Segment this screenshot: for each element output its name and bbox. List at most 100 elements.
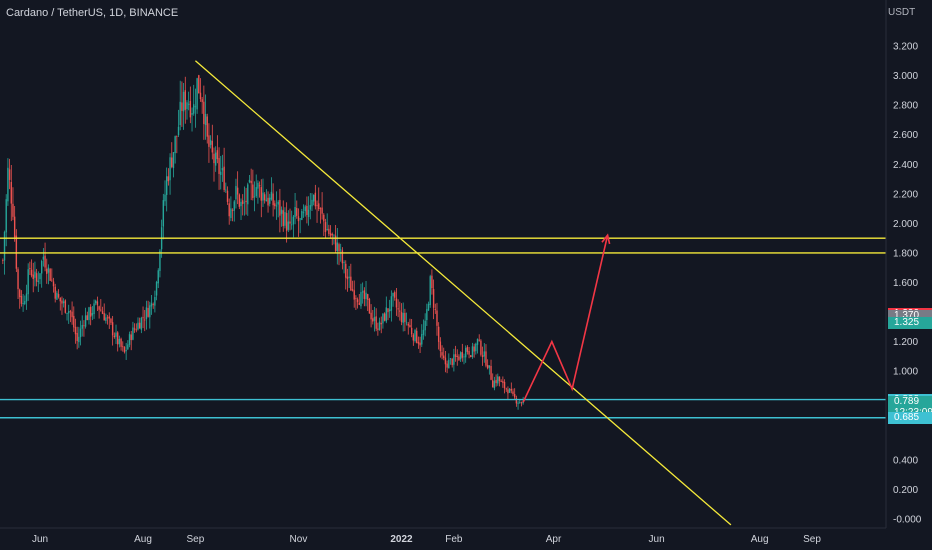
candle-body	[71, 311, 73, 318]
drawings-group	[194, 60, 732, 526]
candle-body	[98, 306, 100, 310]
candle-body	[127, 344, 129, 350]
y-tick-label: 0.400	[893, 455, 918, 466]
candle-body	[443, 355, 445, 359]
candle-body	[291, 224, 293, 226]
candle-body	[363, 290, 366, 299]
candle-body	[385, 307, 388, 322]
candle-body	[110, 318, 112, 323]
y-tick-label: 3.200	[893, 42, 918, 53]
candle-body	[165, 176, 168, 195]
candle-body	[466, 346, 469, 352]
candle-body	[105, 317, 107, 321]
y-tick-label: 1.000	[893, 367, 918, 378]
candle-body	[312, 194, 315, 202]
candle-body	[150, 303, 153, 307]
candle-body	[360, 292, 362, 307]
candle-body	[199, 92, 202, 100]
candle-body	[419, 342, 421, 346]
candle-body	[448, 359, 450, 369]
candle-body	[378, 321, 381, 330]
currency-label[interactable]: USDT	[888, 7, 916, 18]
candle-body	[233, 201, 235, 211]
candle-body	[100, 309, 102, 311]
candle-body	[176, 135, 178, 137]
y-tick-label: 1.600	[893, 278, 918, 289]
candle-body	[471, 346, 474, 357]
candle-body	[476, 338, 479, 345]
candle-body	[299, 218, 301, 220]
candle-body	[486, 365, 489, 369]
candle-body	[279, 199, 281, 216]
x-tick-label: Jun	[32, 534, 48, 545]
candle-body	[463, 356, 465, 358]
candle-body	[400, 312, 403, 323]
candle-body	[78, 336, 80, 343]
y-tick-label: 2.000	[893, 219, 918, 230]
candle-body	[314, 192, 317, 207]
price-axis[interactable]: 3.200 3.000 2.800 2.600 2.400 2.200 2.000 1.800…	[893, 42, 922, 526]
candle-body	[19, 289, 21, 298]
candle-body	[208, 135, 210, 147]
candle-body	[30, 269, 33, 276]
candle-body	[370, 312, 372, 320]
candle-body	[519, 401, 521, 403]
candle-body	[426, 309, 428, 321]
projection-path[interactable]	[522, 235, 609, 403]
candle-body	[40, 261, 43, 274]
time-axis[interactable]: Jun Aug Sep Nov 2022 Feb Apr Jun Aug Sep	[32, 534, 821, 545]
y-tick-label: 1.200	[893, 337, 918, 348]
candle-body	[113, 335, 116, 338]
candle-body	[52, 281, 55, 287]
x-tick-label: Jun	[649, 534, 665, 545]
candle-body	[120, 338, 122, 347]
candle-body	[184, 90, 186, 110]
candle-body	[35, 273, 38, 282]
candle-body	[231, 209, 234, 211]
candle-body	[498, 376, 501, 382]
candle-body	[111, 322, 114, 336]
candle-body	[326, 229, 328, 231]
candle-body	[162, 200, 165, 227]
candle-body	[449, 358, 452, 360]
candle-body	[54, 286, 56, 299]
candle-body	[294, 206, 296, 218]
candle-body	[81, 324, 83, 329]
candle-body	[206, 116, 208, 137]
candle-body	[171, 157, 173, 167]
candle-body	[301, 211, 303, 220]
candle-body	[328, 228, 330, 234]
candle-body	[76, 333, 78, 342]
candle-body	[480, 340, 482, 355]
candle-body	[493, 380, 496, 389]
candle-body	[296, 208, 298, 216]
candle-body	[503, 382, 506, 389]
candle-body	[56, 292, 58, 300]
candle-body	[412, 334, 415, 341]
candle-body	[358, 302, 360, 305]
candle-body	[46, 268, 48, 274]
x-tick-label: Aug	[134, 534, 152, 545]
candle-body	[74, 326, 77, 335]
candle-body	[274, 203, 276, 207]
candle-body	[213, 153, 215, 164]
candle-body	[351, 289, 354, 291]
candle-body	[248, 179, 251, 183]
trendline[interactable]	[194, 60, 732, 526]
candle-body	[287, 221, 290, 230]
candle-body	[422, 329, 425, 335]
price-label: 1.325	[888, 317, 932, 330]
y-tick-label: 1.800	[893, 248, 918, 259]
candle-body	[196, 78, 198, 110]
candle-body	[302, 212, 305, 214]
candle-body	[57, 294, 60, 298]
candle-body	[485, 351, 487, 366]
candle-body	[515, 398, 518, 404]
candle-body	[106, 317, 109, 319]
chart-title: Cardano / TetherUS, 1D, BINANCE	[6, 7, 179, 19]
candle-body	[464, 347, 467, 358]
candle-body	[258, 185, 261, 187]
candle-body	[456, 355, 458, 357]
candle-body	[138, 322, 141, 329]
